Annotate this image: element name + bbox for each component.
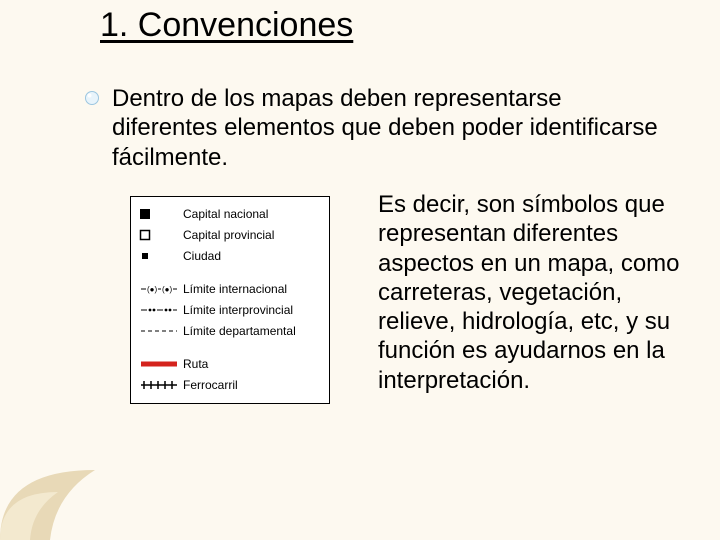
explanation-text: Es decir, son símbolos que representan d… (378, 190, 688, 395)
legend-label: Capital provincial (183, 228, 321, 242)
legend-label: Ciudad (183, 249, 321, 263)
ruta-icon (139, 358, 183, 370)
svg-text:(●): (●) (147, 285, 157, 294)
legend-label: Ferrocarril (183, 378, 321, 392)
legend-row: Ciudad (139, 245, 321, 266)
capital-nacional-icon (139, 208, 183, 220)
limite-departamental-icon (139, 325, 183, 337)
slide-title: 1. Convenciones (100, 6, 353, 45)
intro-text: Dentro de los mapas deben representarse … (112, 84, 672, 172)
legend-row: Límite interprovincial (139, 299, 321, 320)
svg-text:(●): (●) (162, 285, 172, 294)
legend-label: Ruta (183, 357, 321, 371)
corner-decoration-icon (0, 440, 140, 540)
ferrocarril-icon (139, 379, 183, 391)
legend-label: Capital nacional (183, 207, 321, 221)
legend-row: Ferrocarril (139, 374, 321, 395)
legend-label: Límite departamental (183, 324, 321, 338)
legend-separator (139, 341, 321, 353)
legend-row: Límite departamental (139, 320, 321, 341)
slide: 1. Convenciones Dentro de los mapas debe… (0, 0, 720, 540)
legend-row: Ruta (139, 353, 321, 374)
limite-internacional-icon: (●) (●) (139, 283, 183, 295)
legend-row: (●) (●) Límite internacional (139, 278, 321, 299)
legend-separator (139, 266, 321, 278)
legend-box: Capital nacional Capital provincial Ciud… (130, 196, 330, 404)
legend-label: Límite internacional (183, 282, 321, 296)
bullet-icon (84, 90, 100, 106)
ciudad-icon (139, 250, 183, 262)
legend-label: Límite interprovincial (183, 303, 321, 317)
limite-interprovincial-icon (139, 304, 183, 316)
legend-row: Capital provincial (139, 224, 321, 245)
capital-provincial-icon (139, 229, 183, 241)
legend-row: Capital nacional (139, 203, 321, 224)
